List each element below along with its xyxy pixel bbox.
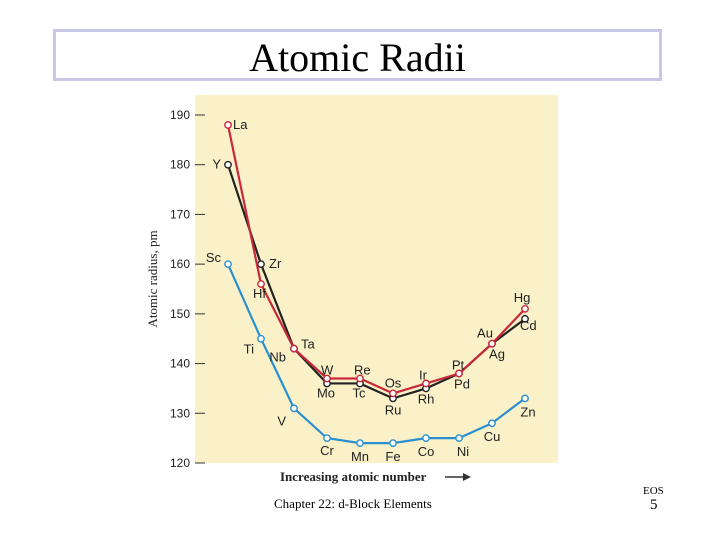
point-os bbox=[389, 389, 397, 398]
point-y bbox=[224, 160, 232, 169]
point-label-ru: Ru bbox=[385, 402, 402, 417]
point-label-re: Re bbox=[354, 362, 371, 377]
point-la bbox=[224, 121, 232, 129]
point-label-ni: Ni bbox=[457, 444, 469, 459]
footer-text: Chapter 22: d-Block Elements bbox=[274, 496, 432, 511]
point-label-ir: Ir bbox=[419, 367, 428, 382]
point-label-zn: Zn bbox=[520, 404, 535, 419]
point-label-hg: Hg bbox=[514, 290, 531, 305]
point-label-cu: Cu bbox=[484, 429, 501, 444]
point-label-cd: Cd bbox=[520, 318, 537, 333]
atomic-radii-chart: 120 130 140 150 160 170 180 190 Atomic radius, p… bbox=[145, 95, 558, 484]
point-label-fe: Fe bbox=[385, 449, 400, 464]
slide-title: Atomic Radii bbox=[249, 35, 466, 80]
point-cr bbox=[323, 434, 331, 443]
y-tick-label: 150 bbox=[170, 307, 190, 321]
point-re bbox=[356, 374, 364, 383]
point-label-rh: Rh bbox=[418, 391, 435, 406]
point-label-pd: Pd bbox=[454, 377, 470, 392]
y-tick-label: 120 bbox=[170, 456, 190, 470]
point-label-au: Au bbox=[477, 326, 493, 341]
point-ni bbox=[455, 434, 463, 443]
y-tick-label: 160 bbox=[170, 257, 190, 271]
point-co bbox=[422, 434, 430, 443]
point-label-mn: Mn bbox=[351, 449, 369, 464]
x-axis-arrow-head bbox=[463, 473, 471, 481]
point-label-ti: Ti bbox=[244, 342, 254, 357]
series-line-1 bbox=[226, 263, 526, 445]
title-box: Atomic Radii bbox=[53, 29, 662, 81]
point-label-nb: Nb bbox=[269, 350, 286, 365]
point-cd bbox=[521, 314, 529, 323]
point-label-sc: Sc bbox=[206, 250, 222, 265]
y-tick-label: 180 bbox=[170, 158, 190, 172]
point-label-cr: Cr bbox=[320, 443, 334, 458]
point-label-v: V bbox=[277, 413, 286, 428]
y-tick-label: 190 bbox=[170, 108, 190, 122]
point-label-zr: Zr bbox=[269, 256, 282, 271]
point-label-y: Y bbox=[212, 157, 221, 172]
point-au bbox=[488, 339, 496, 348]
point-ta bbox=[290, 344, 298, 353]
point-mn bbox=[356, 439, 364, 448]
point-zn bbox=[521, 394, 529, 403]
point-fe bbox=[389, 439, 397, 448]
point-zr bbox=[257, 260, 265, 269]
page-number: 5 bbox=[650, 497, 658, 513]
point-label-la: La bbox=[233, 117, 248, 132]
point-label-hf: Hf bbox=[253, 286, 266, 301]
plot-background bbox=[195, 95, 558, 463]
point-hg bbox=[521, 304, 529, 313]
point-pt bbox=[455, 369, 463, 378]
point-label-pt: Pt bbox=[452, 358, 465, 373]
point-hf bbox=[257, 280, 265, 288]
x-axis-title: Increasing atomic number bbox=[280, 469, 427, 484]
point-label-os: Os bbox=[385, 375, 402, 390]
point-label-ag: Ag bbox=[489, 347, 505, 362]
point-sc bbox=[224, 260, 232, 269]
y-tick-label: 140 bbox=[170, 357, 190, 371]
point-label-tc: Tc bbox=[353, 385, 367, 400]
point-cu bbox=[488, 419, 496, 428]
point-ir bbox=[422, 379, 430, 388]
point-ti bbox=[257, 334, 265, 343]
point-label-w: W bbox=[321, 362, 334, 377]
series-line-3 bbox=[226, 124, 526, 395]
point-label-co: Co bbox=[418, 444, 435, 459]
point-v bbox=[290, 404, 298, 413]
footer-eos-label: EOS bbox=[643, 485, 664, 497]
point-label-ta: Ta bbox=[301, 337, 316, 352]
point-label-mo: Mo bbox=[317, 385, 335, 400]
point-w bbox=[323, 374, 331, 383]
y-tick-label: 170 bbox=[170, 207, 190, 221]
y-tick-label: 130 bbox=[170, 406, 190, 420]
y-axis-title: Atomic radius, pm bbox=[145, 230, 160, 327]
